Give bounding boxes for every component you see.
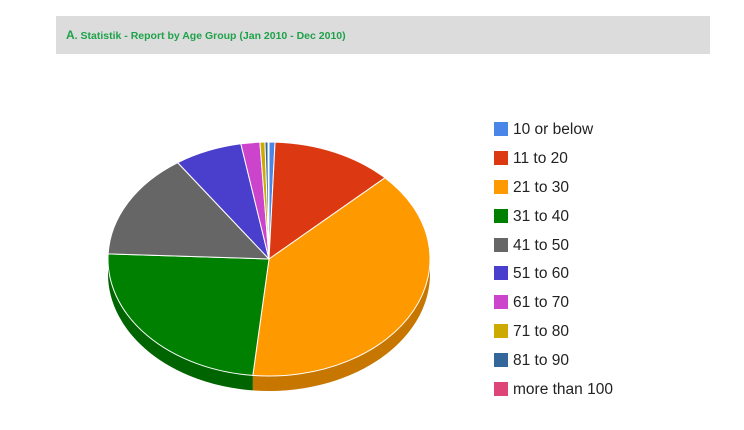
pie-slice-more-than-100[interactable] xyxy=(267,141,270,260)
legend-label: 61 to 70 xyxy=(513,294,570,312)
legend-item-more-than-100[interactable]: more than 100 xyxy=(494,381,734,410)
section-dot: . xyxy=(74,30,78,42)
legend-swatch xyxy=(494,353,508,368)
legend-label: 71 to 80 xyxy=(513,323,570,341)
legend-item-61-to-70[interactable]: 61 to 70 xyxy=(494,294,734,323)
legend-swatch xyxy=(494,237,508,252)
legend-label: 11 to 20 xyxy=(513,149,568,167)
legend-item-71-to-80[interactable]: 71 to 80 xyxy=(494,323,734,352)
legend-item-11-to-20[interactable]: 11 to 20 xyxy=(494,150,734,179)
report-title: A. Statistik - Report by Age Group (Jan … xyxy=(66,28,346,42)
legend-swatch xyxy=(494,208,508,223)
pie-side-31-to-40 xyxy=(108,259,253,391)
section-letter: A xyxy=(66,28,75,42)
legend-item-51-to-60[interactable]: 51 to 60 xyxy=(494,265,734,294)
legend-label: 31 to 40 xyxy=(513,207,570,225)
legend-item-21-to-30[interactable]: 21 to 30 xyxy=(494,179,734,208)
legend-swatch xyxy=(494,150,508,165)
legend-label: 51 to 60 xyxy=(513,265,570,283)
legend-swatch xyxy=(494,122,508,136)
legend-item-81-to-90[interactable]: 81 to 90 xyxy=(494,352,734,381)
pie-side-walls xyxy=(108,259,431,392)
legend-label: 81 to 90 xyxy=(513,352,570,370)
pie-slice-21-to-30[interactable] xyxy=(252,177,431,377)
pie-slice-31-to-40[interactable] xyxy=(107,253,270,376)
legend-label: 10 or below xyxy=(513,121,594,138)
pie-top-slices xyxy=(107,141,431,377)
pie-slice-41-to-50[interactable] xyxy=(107,162,270,260)
legend-swatch xyxy=(494,266,508,281)
legend-swatch xyxy=(494,295,508,310)
legend-swatch xyxy=(494,179,508,194)
report-header: A. Statistik - Report by Age Group (Jan … xyxy=(56,16,710,54)
legend-label: 41 to 50 xyxy=(513,236,570,254)
legend-item-10-or-below[interactable]: 10 or below xyxy=(494,121,734,150)
pie-slice-11-to-20[interactable] xyxy=(268,141,386,260)
legend-swatch xyxy=(494,324,508,339)
chart-legend: 10 or below 11 to 20 21 to 30 31 to 40 41 to… xyxy=(494,121,734,410)
legend-swatch xyxy=(494,382,508,397)
legend-label: 21 to 30 xyxy=(513,178,570,196)
report-title-text: Statistik - Report by Age Group (Jan 201… xyxy=(80,30,346,42)
legend-item-31-to-40[interactable]: 31 to 40 xyxy=(494,208,734,237)
legend-label: more than 100 xyxy=(513,381,613,399)
legend-item-41-to-50[interactable]: 41 to 50 xyxy=(494,237,734,266)
pie-side-21-to-30 xyxy=(252,259,431,392)
